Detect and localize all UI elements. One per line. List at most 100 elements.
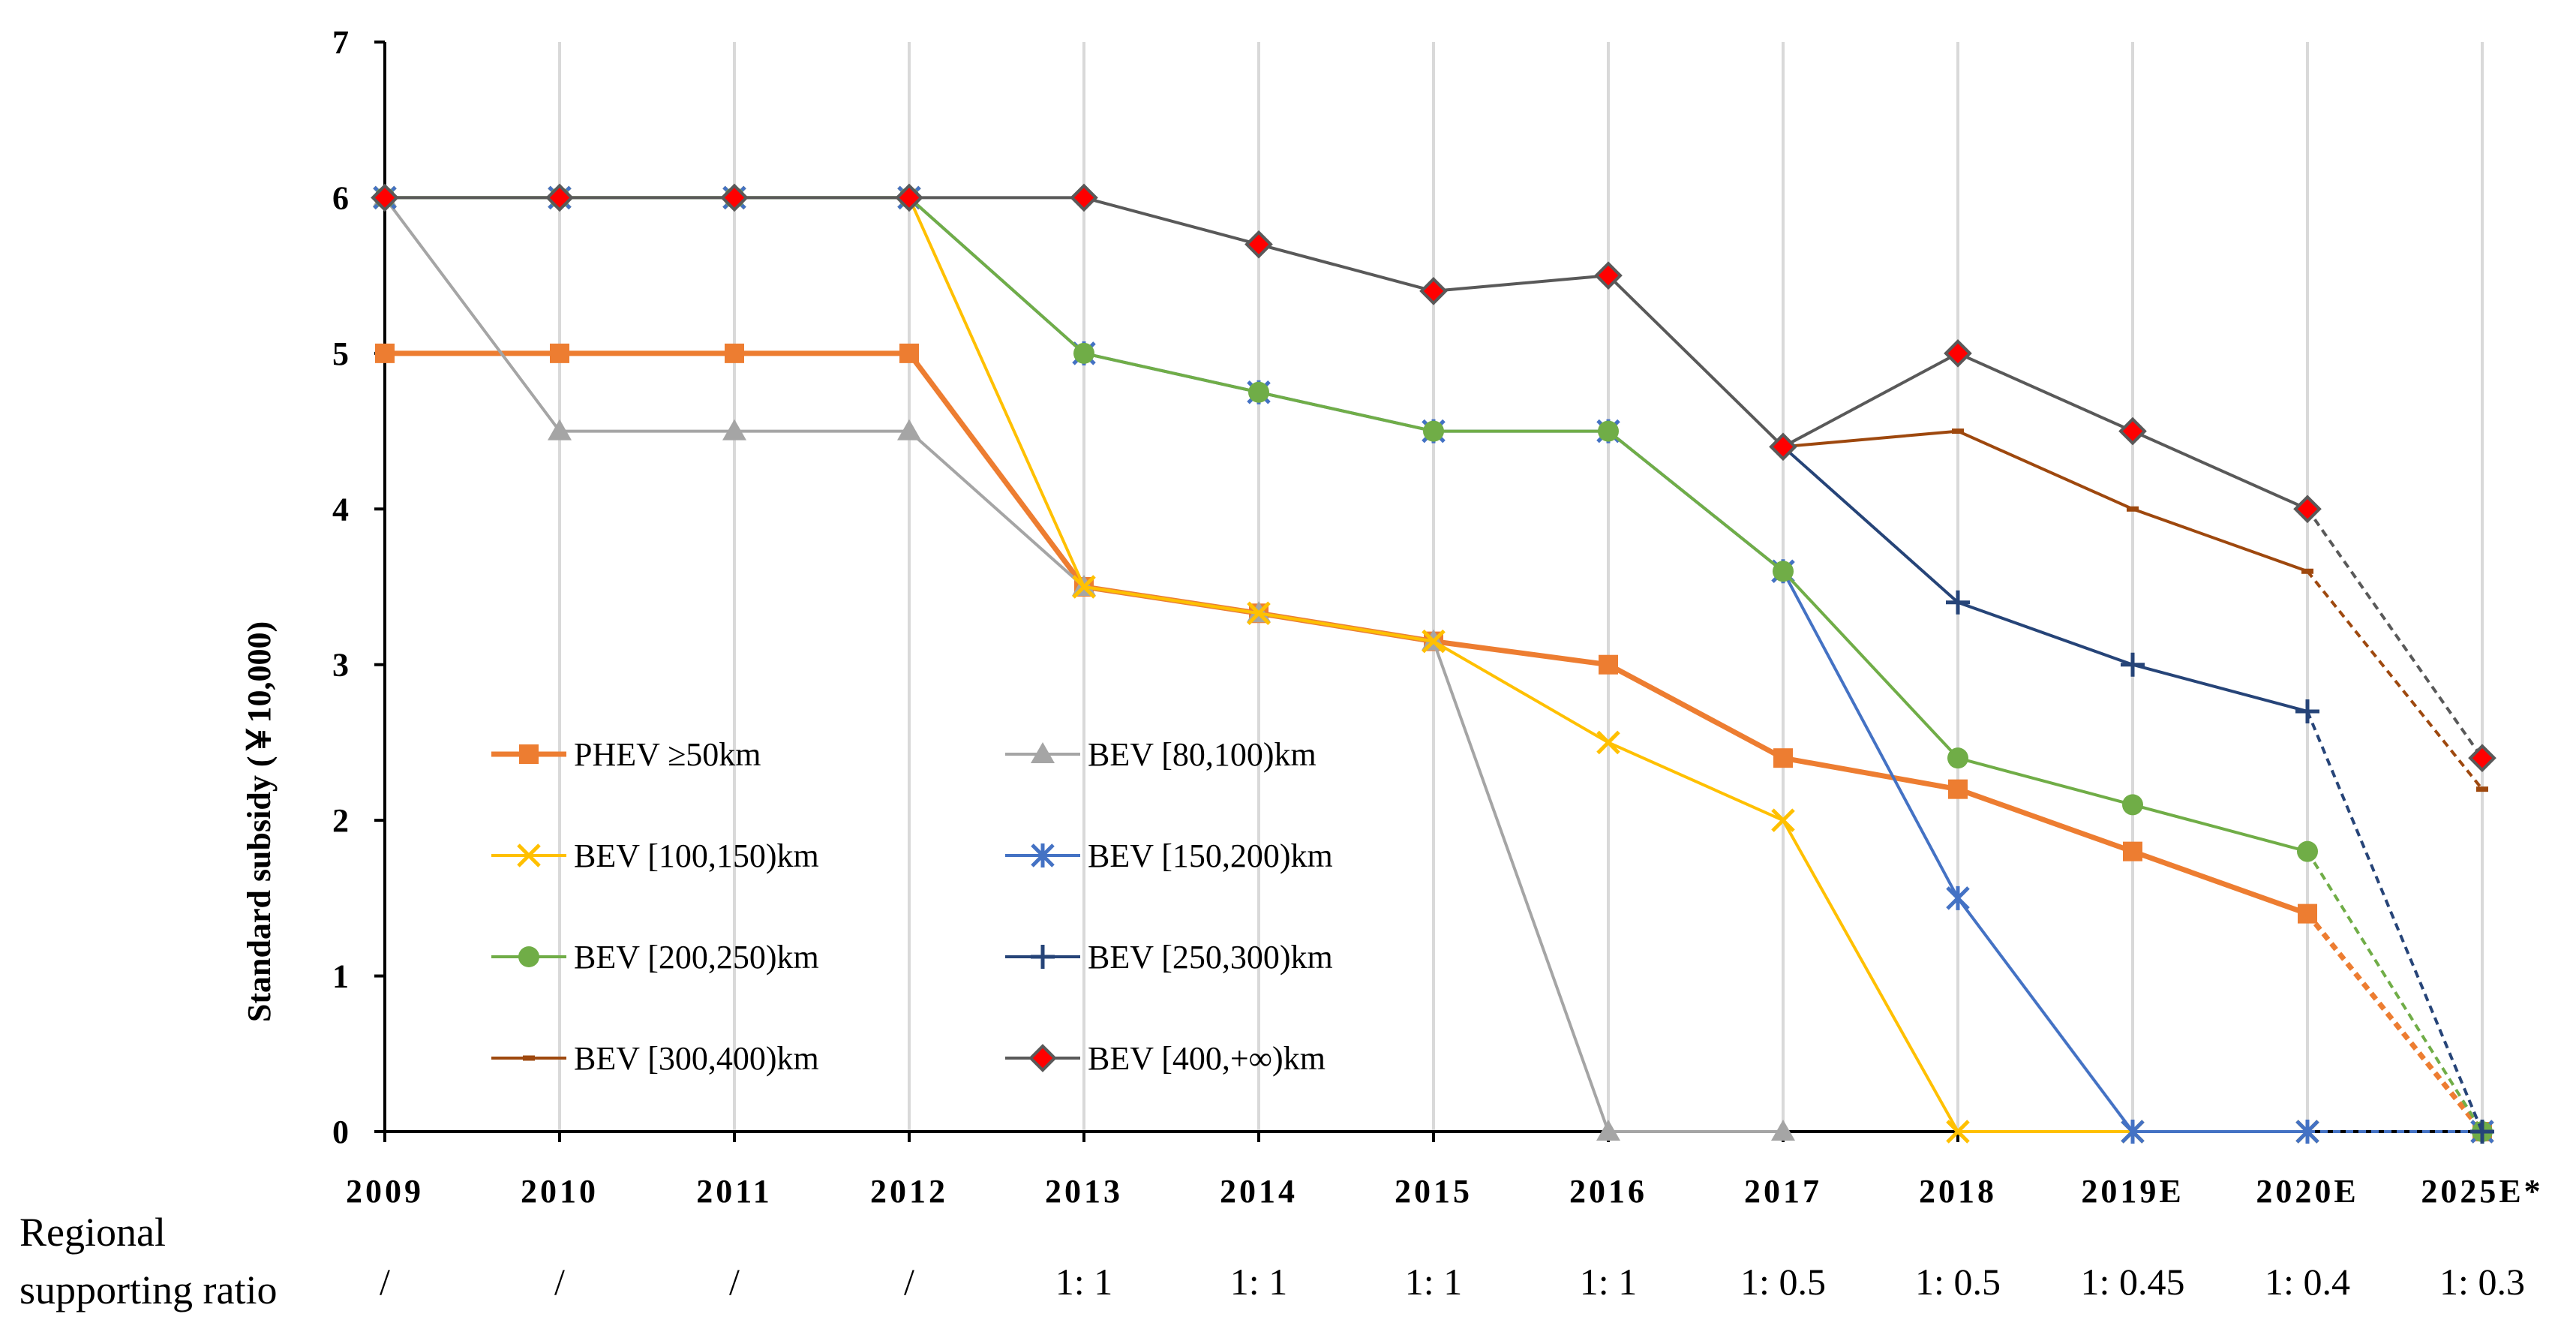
- y-tick-label: 1: [332, 958, 349, 995]
- legend-marker: [1028, 1044, 1057, 1072]
- data-point: [375, 343, 395, 363]
- x-tick-label: 2014: [1220, 1173, 1298, 1210]
- x-tick-label: 2020E: [2256, 1173, 2358, 1210]
- legend-label: BEV [250,300)km: [1088, 939, 1333, 976]
- legend-label: BEV [300,400)km: [574, 1040, 819, 1077]
- data-point: [1771, 1120, 1795, 1141]
- axes: [374, 41, 2484, 1142]
- data-point: [2295, 1120, 2319, 1144]
- data-point: [1596, 730, 1620, 755]
- data-point: [1769, 432, 1797, 462]
- legend-item-bev-100-150-km: BEV [100,150)km: [491, 837, 819, 874]
- series-line: [385, 196, 2308, 511]
- legend-item-bev-150-200-km: BEV [150,200)km: [1005, 837, 1333, 874]
- legend-marker: [1031, 945, 1055, 969]
- series-line-projected: [2305, 912, 2484, 1134]
- legend-label: BEV [200,250)km: [574, 939, 819, 976]
- y-tick-label: 6: [332, 179, 349, 216]
- ratio-values: / / / / 1: 1 1: 1 1: 1 1: 1 1: 0.5 1: 0.5 1: 0.45 1…: [380, 1261, 2525, 1303]
- x-tick-label: 2018: [1919, 1173, 1997, 1210]
- series-bev-300-400-km: [1777, 428, 2488, 792]
- legend-label: BEV [400,+∞)km: [1088, 1040, 1326, 1077]
- data-point: [1248, 381, 1269, 403]
- data-point: [2293, 495, 2322, 524]
- data-point: [722, 419, 746, 440]
- legend-item-bev-80-100-km: BEV [80,100)km: [1005, 736, 1317, 773]
- y-tick-label: 0: [332, 1114, 349, 1150]
- ratio-value: /: [729, 1261, 740, 1303]
- x-tick-label: 2013: [1045, 1173, 1123, 1210]
- ratio-value: 1: 0.5: [1915, 1261, 2001, 1303]
- data-point: [1247, 601, 1271, 626]
- data-point: [1946, 885, 1970, 910]
- legend-item-phev-50km: PHEV ≥50km: [491, 736, 761, 773]
- data-point: [720, 183, 749, 212]
- data-point: [1423, 420, 1444, 442]
- data-point: [2295, 699, 2319, 723]
- data-point: [2470, 1120, 2494, 1144]
- y-axis-label: Standard subsidy (￥10,000): [241, 621, 278, 1022]
- data-point: [1422, 629, 1446, 654]
- series-line: [385, 350, 2309, 916]
- legend-label: BEV [100,150)km: [574, 837, 819, 874]
- series-line: [385, 196, 2307, 1133]
- data-point: [1771, 808, 1795, 832]
- data-point: [897, 419, 921, 440]
- data-point: [895, 183, 923, 212]
- ratio-value: 1: 0.45: [2081, 1261, 2185, 1303]
- data-point: [2121, 1120, 2145, 1144]
- data-point: [1598, 420, 1619, 442]
- legend-marker: [1031, 742, 1055, 763]
- data-point: [548, 419, 572, 440]
- data-point: [2297, 840, 2318, 862]
- y-tick-label: 3: [332, 647, 349, 684]
- legend-label: BEV [80,100)km: [1088, 736, 1317, 773]
- y-tick-labels: 0 1 2 3 4 5 6 7: [332, 24, 349, 1150]
- data-point: [371, 183, 399, 212]
- ratio-value: /: [554, 1261, 565, 1303]
- series-line: [1782, 429, 2308, 573]
- data-point: [1946, 1120, 1970, 1144]
- series-line: [1782, 445, 2308, 713]
- data-point: [1072, 575, 1096, 599]
- data-point: [2468, 744, 2496, 772]
- ratio-value: 1: 0.5: [1740, 1261, 1826, 1303]
- data-point: [2298, 904, 2317, 924]
- legend-item-bev-250-300-km: BEV [250,300)km: [1005, 939, 1333, 976]
- ratio-value: 1: 0.3: [2439, 1261, 2525, 1303]
- x-tick-label: 2010: [521, 1173, 599, 1210]
- data-point: [1073, 342, 1094, 364]
- x-tick-label: 2009: [346, 1173, 424, 1210]
- data-point: [2123, 841, 2142, 861]
- y-tick-label: 5: [332, 335, 349, 372]
- series-line-projected: [2306, 570, 2484, 790]
- x-tick-label: 2015: [1395, 1173, 1473, 1210]
- x-tick-label: 2012: [870, 1173, 948, 1210]
- data-point: [550, 343, 569, 363]
- data-point: [2122, 794, 2143, 816]
- x-tick-label: 2016: [1569, 1173, 1647, 1210]
- data-point: [1594, 261, 1623, 290]
- data-point: [1419, 277, 1448, 305]
- legend-marker: [1031, 843, 1055, 867]
- series-bev-400-km: [371, 183, 2496, 772]
- y-tick-label: 2: [332, 802, 349, 839]
- data-point: [1773, 748, 1793, 768]
- legend-marker: [517, 843, 541, 867]
- x-tick-label: 2025E*: [2421, 1173, 2543, 1210]
- ratio-value: /: [380, 1261, 390, 1303]
- x-tick-label: 2017: [1744, 1173, 1822, 1210]
- data-point: [1244, 230, 1273, 259]
- x-tick-label: 2019E: [2081, 1173, 2184, 1210]
- ratio-value: 1: 1: [1405, 1261, 1462, 1303]
- legend-marker: [518, 946, 539, 967]
- ratio-value: 1: 0.4: [2265, 1261, 2350, 1303]
- legend-item-bev-300-400-km: BEV [300,400)km: [491, 1040, 819, 1077]
- x-tick-labels: 2009 2010 2011 2012 2013 2014 2015 2016 2017 2018…: [346, 1173, 2543, 1210]
- legend-label: BEV [150,200)km: [1088, 837, 1333, 874]
- legend-item-bev-400-km: BEV [400,+∞)km: [1005, 1040, 1326, 1077]
- ratio-value: 1: 1: [1055, 1261, 1112, 1303]
- grid-lines: [558, 42, 2484, 1132]
- data-point: [2118, 416, 2147, 446]
